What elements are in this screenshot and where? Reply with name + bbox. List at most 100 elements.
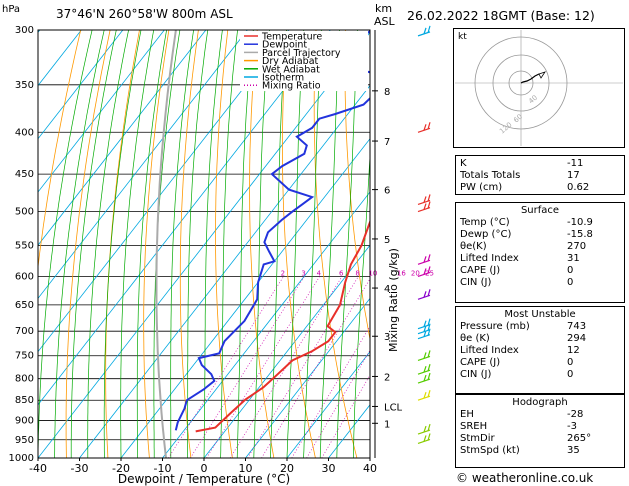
wet-adiabat-line (270, 30, 287, 458)
wind-barb-feather (423, 320, 427, 327)
surface-row: θe(K) 270 (460, 241, 587, 252)
wind-barb-feather (423, 392, 427, 399)
mixing-ratio-label: 16 (397, 269, 406, 277)
index-row-pw: PW (cm) 0.62 (460, 182, 590, 193)
wind-barb-feather (427, 25, 431, 34)
parcel-trajectory-line (155, 30, 177, 458)
mixing-ratio-line (168, 276, 284, 458)
surface-row: CIN (J) 0 (460, 277, 574, 288)
mixing-ratio-label: 3 (301, 269, 305, 277)
isotherm-line (369, 457, 370, 458)
km-tick-label: 3 (384, 332, 390, 343)
km-tick-label: 1 (384, 419, 390, 430)
hodograph-trace (520, 73, 540, 84)
wet-adiabat-line (170, 30, 194, 458)
wind-barb-feather (423, 366, 427, 373)
wind-barb-feather (423, 27, 427, 35)
isotherm-line (203, 244, 370, 458)
km-tick-label: 6 (384, 186, 390, 197)
mixing-ratio-axis-label: Mixing Ratio (g/kg) (387, 248, 400, 352)
wet-adiabat-line (120, 30, 155, 458)
wind-barb-feather (427, 423, 431, 432)
pressure-tick-label: 950 (15, 435, 34, 446)
mixing-ratio-line (190, 276, 305, 458)
wind-barb-feather (423, 435, 427, 442)
pressure-tick-label: 600 (15, 271, 34, 282)
wind-barb-feather (423, 352, 427, 359)
hodograph-ring-label-60: 60 (512, 113, 524, 125)
pressure-tick-label: 500 (15, 207, 34, 218)
mixing-ratio-label: 4 (317, 269, 322, 277)
x-tick-label: 40 (363, 462, 377, 475)
x-tick-label: 10 (239, 462, 253, 475)
wind-barb-feather (423, 256, 427, 263)
dry-adiabat-line (434, 30, 455, 458)
wind-barb-feather (427, 122, 431, 130)
pressure-tick-label: 900 (15, 416, 34, 427)
pressure-tick-label: 700 (15, 326, 34, 337)
legend-entry: Dewpoint (262, 40, 307, 51)
x-tick-label: 0 (201, 462, 208, 475)
isotherm-line (38, 30, 331, 406)
x-tick-label: -30 (71, 462, 89, 475)
km-tick-label: 4 (384, 284, 390, 295)
wet-adiabat-line (220, 30, 238, 458)
surface-row: CAPE (J) 0 (460, 265, 574, 276)
dewpoint-line (174, 30, 370, 431)
hodograph-ring-label-40: 40 (527, 94, 539, 106)
hpa-unit: hPa (2, 4, 21, 15)
x-tick-label: -10 (154, 462, 172, 475)
wind-barb-feather (423, 196, 427, 203)
wet-adiabat-line (336, 30, 358, 458)
dry-adiabat-line (143, 30, 170, 458)
hodograph-table: Hodograph EH -28 SREH -3 StmDir 265° StmSpd… (455, 394, 625, 468)
wind-barb-feather (423, 291, 427, 298)
skew-t-diagram: 2 3 4 6 8 10 16 20 25300350400450500550600650700… (9, 25, 455, 486)
dry-adiabat-line (38, 30, 82, 271)
x-tick-label: 20 (280, 462, 294, 475)
wet-adiabat-line (187, 30, 209, 458)
pressure-tick-label: 400 (15, 127, 34, 138)
legend-entry: Dry Adiabat (262, 56, 319, 67)
index-row-k: K -11 (460, 158, 584, 169)
wet-adiabat-line (236, 30, 254, 458)
wind-barb-feather (427, 201, 431, 209)
km-tick-label: 2 (384, 372, 390, 383)
wind-barb-feather (423, 124, 427, 131)
isotherm-line (120, 138, 370, 458)
wet-adiabat-line (38, 30, 93, 458)
km-unit: km (375, 2, 393, 15)
wind-barb-feather (427, 318, 431, 326)
mixing-ratio-line (261, 278, 370, 458)
mixing-ratio-label: 20 (411, 269, 420, 277)
hodo-row: StmSpd (kt) 35 (460, 445, 580, 456)
wet-adiabat-line (253, 30, 271, 458)
wind-barb-feather (427, 364, 431, 372)
isotherm-line (38, 30, 248, 300)
wind-barb-feather (427, 390, 431, 398)
mixing-ratio-label: 6 (339, 269, 344, 277)
datetime-label: 26.02.2022 18GMT (Base: 12) (407, 8, 595, 23)
wet-adiabat-line (54, 30, 105, 458)
pressure-tick-label: 350 (15, 80, 34, 91)
wet-adiabat-line (103, 30, 142, 458)
km-tick-label: 7 (384, 137, 390, 148)
mixing-ratio-line (229, 276, 343, 458)
pressure-tick-label: 650 (15, 300, 34, 311)
legend-entry: Mixing Ratio (262, 81, 321, 92)
wind-barb-feather (423, 325, 427, 332)
mu-row: θe (K) 294 (460, 333, 587, 344)
mixing-ratio-label: 25 (425, 269, 434, 277)
isotherm-line (38, 30, 207, 246)
pressure-tick-label: 300 (15, 25, 34, 36)
wind-barb-feather (427, 323, 431, 331)
dry-adiabat-line (344, 30, 370, 342)
wind-barb-feather (427, 328, 431, 336)
legend-entry: Isotherm (262, 73, 304, 84)
dry-adiabat-line (313, 30, 358, 458)
wet-adiabat-line (136, 30, 167, 458)
wind-barb-feather (427, 350, 431, 358)
x-tick-label: -40 (29, 462, 47, 475)
wind-barb-feather (423, 374, 427, 382)
